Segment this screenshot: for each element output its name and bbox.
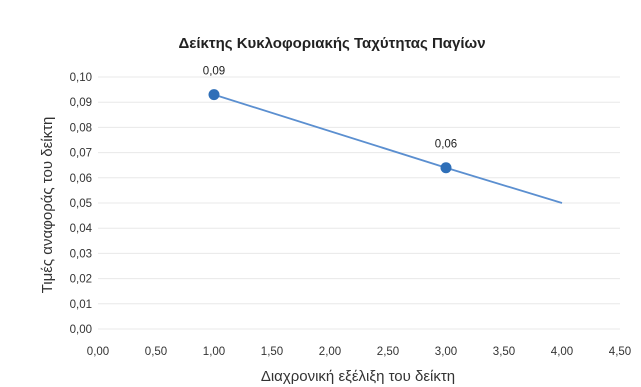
gridlines [98, 76, 620, 330]
y-tick-label: 0,00 [70, 324, 92, 336]
x-tick-label: 3,00 [435, 346, 457, 358]
series-line [213, 93, 563, 204]
x-tick-label: 4,00 [551, 346, 573, 358]
data-point-marker [440, 162, 452, 174]
x-axis-ticks: 0,00 0,50 1,00 1,50 2,00 2,50 3,00 3,50 4,00 4,50 [87, 346, 631, 358]
y-tick-label: 0,03 [70, 248, 92, 260]
y-tick-label: 0,04 [70, 223, 93, 235]
x-tick-label: 2,50 [377, 346, 399, 358]
y-tick-label: 0,08 [70, 122, 92, 134]
y-tick-label: 0,05 [70, 198, 92, 210]
y-tick-label: 0,02 [70, 274, 92, 286]
y-tick-label: 0,10 [70, 72, 92, 84]
x-tick-label: 2,00 [319, 346, 341, 358]
data-label: 0,06 [435, 139, 457, 151]
x-tick-label: 0,50 [145, 346, 167, 358]
x-axis-title: Διαχρονική εξέλιξη του δείκτη [261, 368, 455, 385]
y-tick-label: 0,09 [70, 97, 92, 109]
series-group: 0,09 0,06 [203, 66, 563, 204]
x-tick-label: 3,50 [493, 346, 515, 358]
y-axis-ticks: 0,00 0,01 0,02 0,03 0,04 0,05 0,06 0,07 0,08 0,09… [70, 72, 93, 336]
y-tick-label: 0,01 [70, 299, 92, 311]
data-point-marker [208, 89, 220, 101]
y-axis-title: Τιμές αναφοράς του δείκτη [39, 117, 56, 294]
chart-title: Δείκτης Κυκλοφοριακής Ταχύτητας Παγίων [178, 35, 485, 52]
x-tick-label: 1,00 [203, 346, 225, 358]
data-label: 0,09 [203, 66, 225, 78]
x-tick-label: 0,00 [87, 346, 109, 358]
x-tick-label: 1,50 [261, 346, 283, 358]
y-tick-label: 0,07 [70, 148, 92, 160]
y-tick-label: 0,06 [70, 173, 92, 185]
x-tick-label: 4,50 [609, 346, 631, 358]
